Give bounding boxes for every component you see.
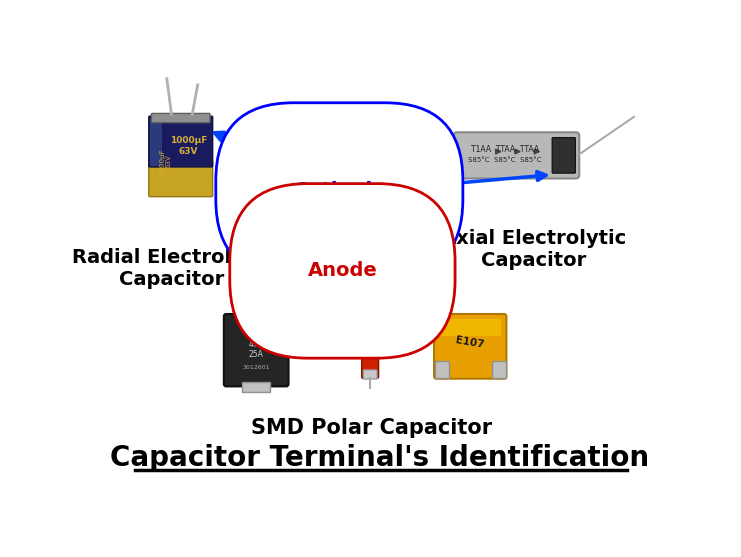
FancyBboxPatch shape: [363, 332, 377, 341]
FancyBboxPatch shape: [149, 116, 213, 167]
Text: Capacitor Terminal's Identification: Capacitor Terminal's Identification: [110, 444, 649, 472]
Text: E107: E107: [455, 335, 485, 350]
FancyBboxPatch shape: [224, 314, 288, 387]
Text: S85°C  S85°C  S85°C: S85°C S85°C S85°C: [468, 157, 542, 163]
Bar: [275, 316, 286, 328]
Bar: [435, 361, 449, 378]
Text: T1AA  TTAA  TTAA: T1AA TTAA TTAA: [471, 145, 539, 154]
Bar: [150, 119, 162, 166]
Text: FP
470
25A: FP 470 25A: [249, 329, 264, 359]
FancyBboxPatch shape: [363, 370, 377, 379]
Bar: [439, 319, 501, 336]
Bar: [242, 382, 270, 392]
FancyBboxPatch shape: [362, 333, 379, 378]
Text: 1000µF
63V: 1000µF 63V: [170, 136, 207, 156]
FancyBboxPatch shape: [149, 160, 213, 197]
Text: Cathode: Cathode: [293, 180, 385, 199]
FancyBboxPatch shape: [552, 138, 575, 173]
Bar: [492, 361, 505, 378]
FancyBboxPatch shape: [434, 314, 506, 379]
Text: 3012601: 3012601: [242, 365, 270, 370]
FancyBboxPatch shape: [453, 133, 579, 178]
Text: 1000µF
63V: 1000µF 63V: [159, 148, 172, 175]
Text: Anode: Anode: [308, 261, 377, 280]
FancyBboxPatch shape: [151, 114, 210, 123]
Text: SMD Polar Capacitor: SMD Polar Capacitor: [251, 418, 492, 438]
Text: Radial Electrolytic
Capacitor: Radial Electrolytic Capacitor: [72, 248, 271, 289]
Text: Axial Electrolytic
Capacitor: Axial Electrolytic Capacitor: [441, 228, 626, 270]
